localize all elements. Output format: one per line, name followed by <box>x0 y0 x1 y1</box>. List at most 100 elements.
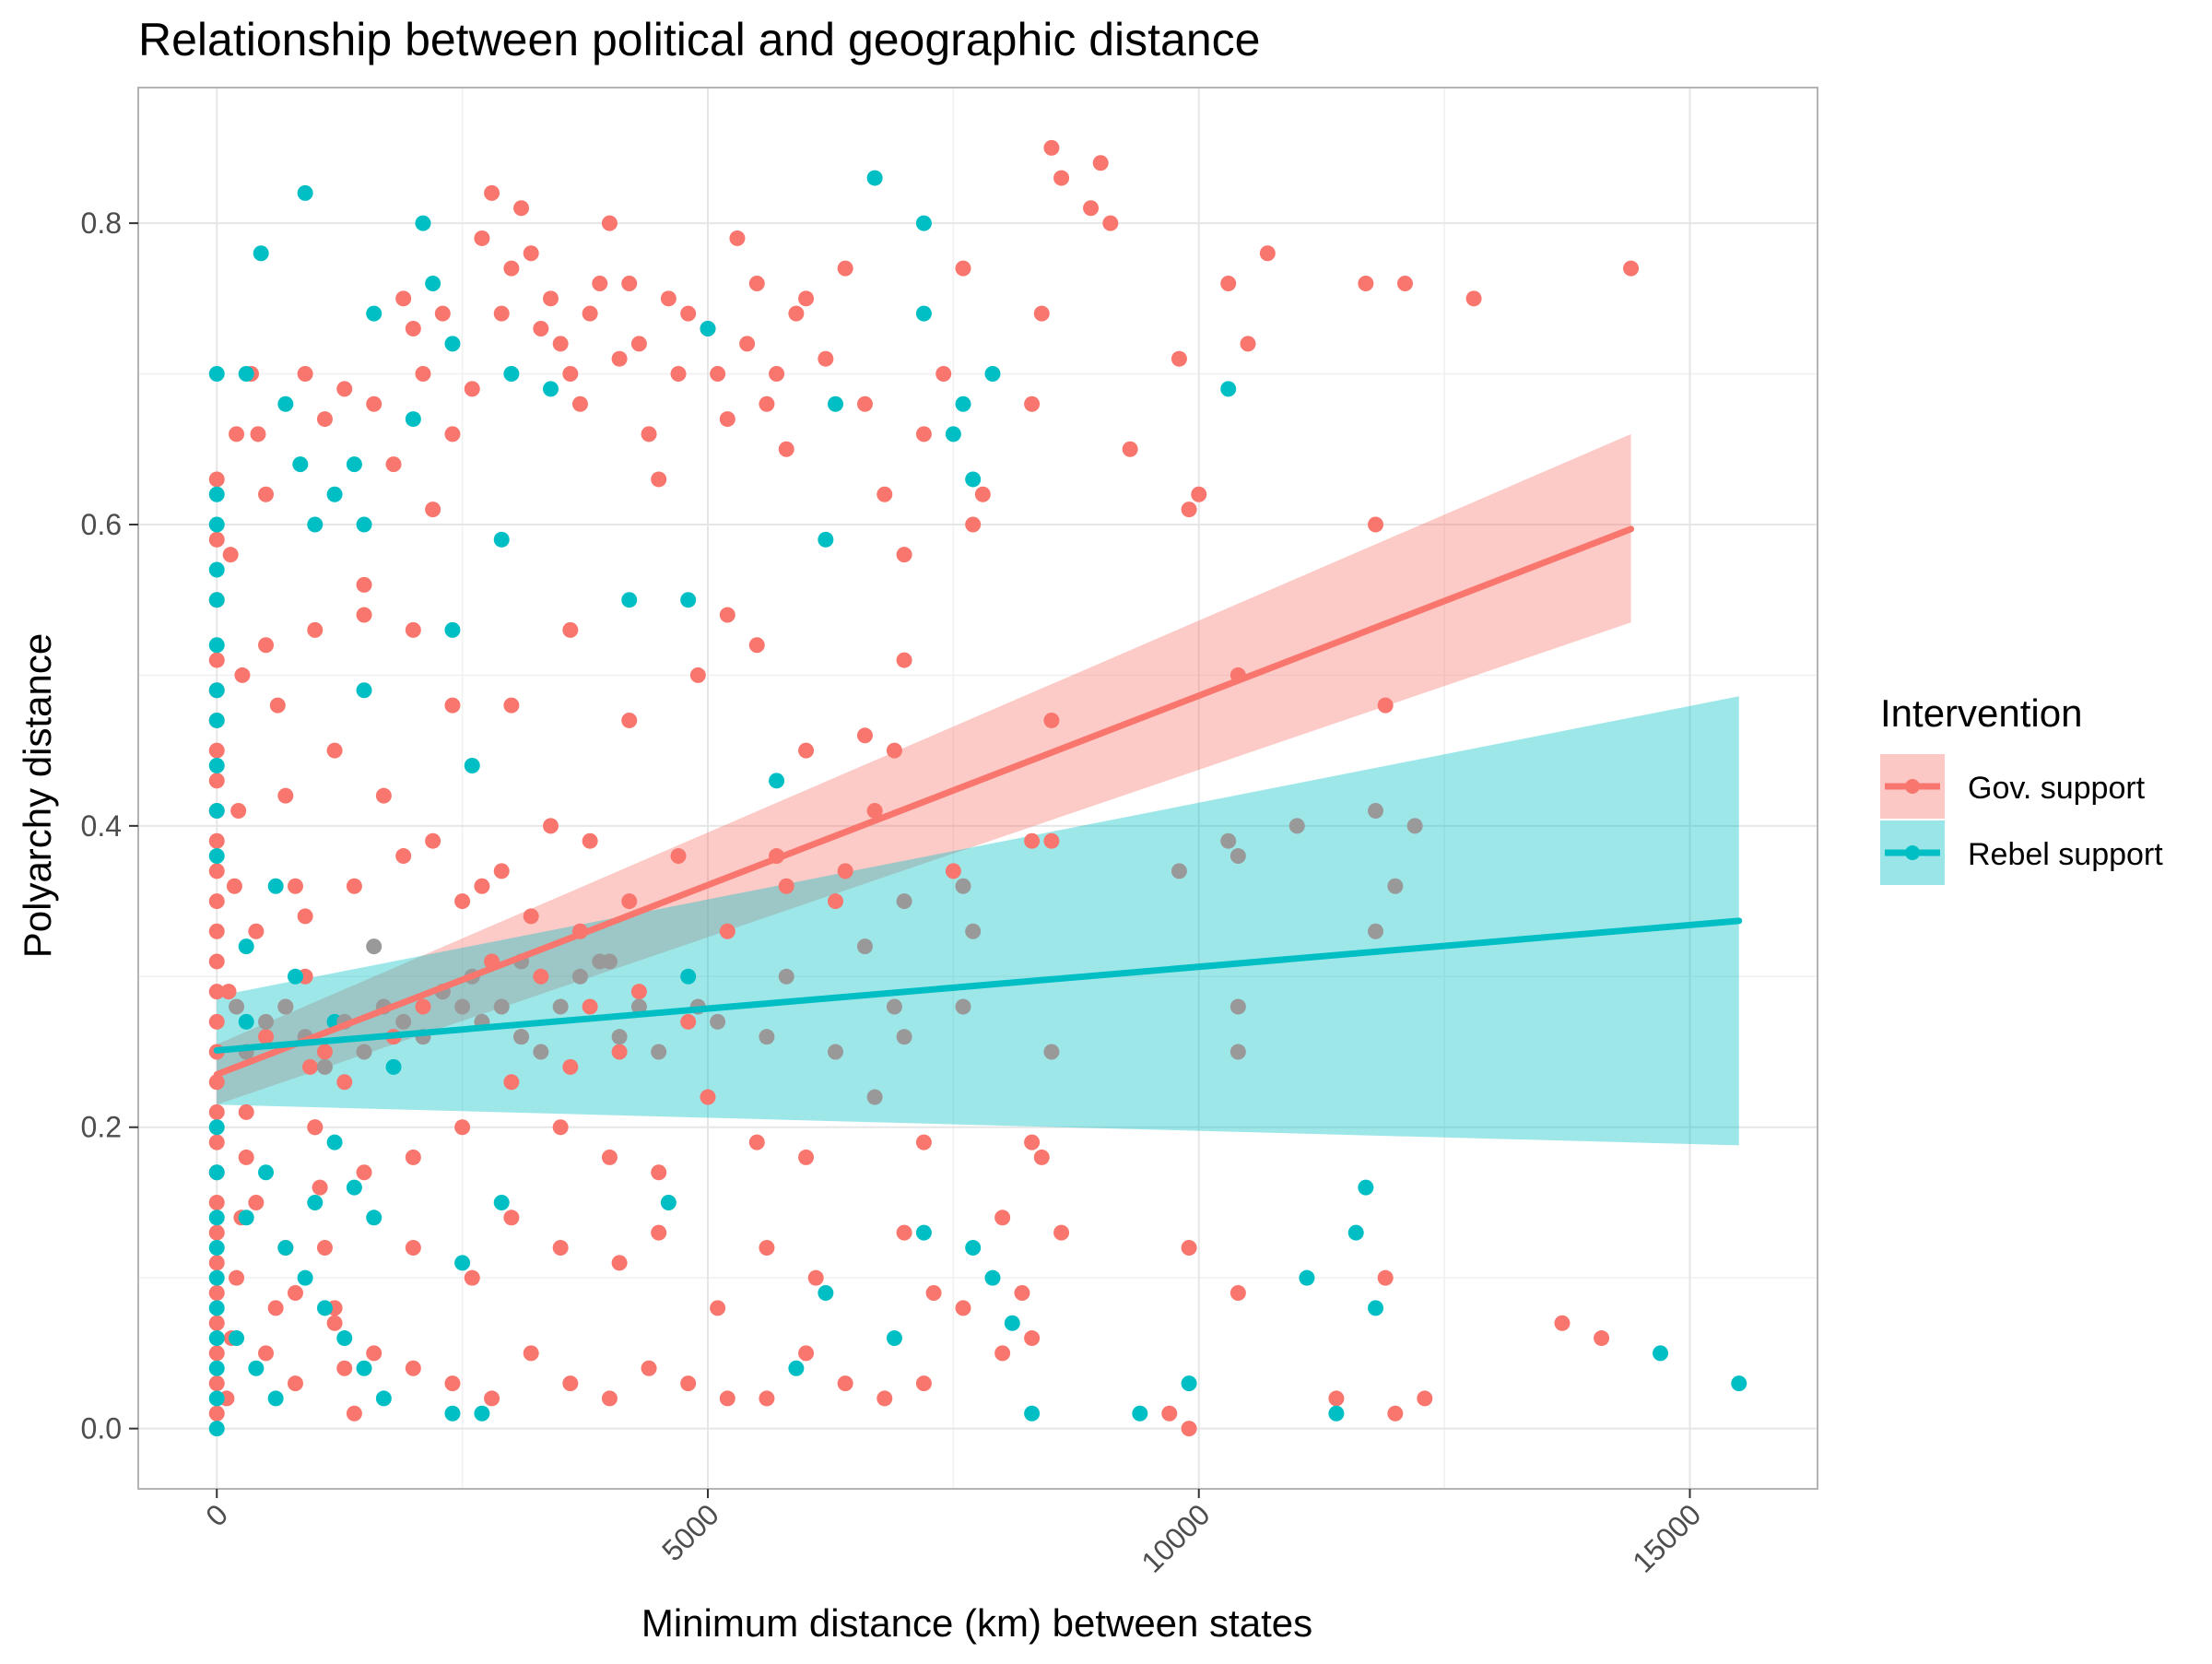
data-point <box>208 1224 225 1241</box>
data-point <box>680 305 697 322</box>
data-point <box>611 1044 628 1060</box>
data-point <box>208 773 225 789</box>
data-point <box>503 1074 520 1091</box>
data-point <box>474 230 490 246</box>
data-point <box>1396 275 1413 291</box>
data-point <box>307 516 324 533</box>
data-point <box>1594 1330 1610 1347</box>
data-point <box>523 1345 539 1362</box>
data-point <box>818 1285 834 1302</box>
data-point <box>454 1255 471 1271</box>
data-point <box>248 1194 265 1210</box>
data-point <box>710 366 726 383</box>
data-point <box>356 1044 372 1060</box>
data-point <box>856 938 873 955</box>
data-point <box>287 1285 303 1302</box>
data-point <box>710 1013 726 1030</box>
data-point <box>1181 502 1197 518</box>
data-point <box>965 471 982 488</box>
data-point <box>788 305 805 322</box>
data-point <box>877 486 893 502</box>
data-point <box>229 1330 245 1347</box>
data-point <box>611 350 628 367</box>
data-point <box>915 1375 932 1392</box>
trend-line <box>213 525 1635 1079</box>
data-point <box>307 621 324 638</box>
data-point <box>877 1390 893 1407</box>
data-point <box>346 878 362 894</box>
data-point <box>226 878 242 894</box>
data-point <box>493 863 510 879</box>
data-point <box>1731 1375 1747 1392</box>
data-point <box>444 1375 461 1392</box>
data-point <box>1132 1405 1148 1422</box>
data-point <box>250 426 266 443</box>
data-point <box>866 803 883 820</box>
data-point <box>326 486 343 502</box>
data-point <box>778 441 794 457</box>
data-point <box>601 1149 618 1165</box>
data-point <box>230 803 247 820</box>
data-point <box>523 245 539 262</box>
data-point <box>1171 863 1187 879</box>
data-point <box>759 395 775 412</box>
data-point <box>660 290 677 307</box>
data-point <box>778 968 794 985</box>
data-point <box>630 336 647 352</box>
data-point <box>965 1239 982 1256</box>
data-point <box>1220 381 1237 397</box>
data-point <box>229 1269 245 1286</box>
data-point <box>267 1390 284 1407</box>
data-point <box>896 893 912 910</box>
data-point <box>346 456 362 473</box>
data-point <box>651 1224 667 1241</box>
data-point <box>208 1194 225 1210</box>
data-point <box>680 1375 697 1392</box>
data-point <box>234 667 251 683</box>
data-point <box>297 1269 313 1286</box>
data-point <box>229 426 245 443</box>
data-point <box>208 1421 225 1437</box>
data-point <box>533 321 549 337</box>
legend-title: Intervention <box>1880 691 2082 735</box>
data-point <box>248 923 265 939</box>
data-point <box>651 471 667 488</box>
data-point <box>621 712 638 728</box>
data-point <box>366 1210 382 1226</box>
data-point <box>984 366 1001 383</box>
data-point <box>866 1089 883 1105</box>
data-point <box>552 336 569 352</box>
legend-dot-gov-support <box>1905 779 1920 794</box>
data-point <box>474 878 490 894</box>
data-point <box>915 215 932 231</box>
data-point <box>346 1405 362 1422</box>
data-point <box>346 1179 362 1196</box>
data-point <box>385 1058 402 1075</box>
data-point <box>1368 803 1384 820</box>
data-point <box>464 1269 480 1286</box>
data-point <box>1033 305 1050 322</box>
data-point <box>1368 923 1384 939</box>
data-point <box>208 516 225 533</box>
data-point <box>769 366 785 383</box>
data-point <box>1043 1044 1060 1060</box>
data-point <box>651 1164 667 1181</box>
data-point <box>945 426 961 443</box>
data-point <box>562 366 579 383</box>
data-point <box>641 1360 657 1376</box>
data-point <box>994 1210 1011 1226</box>
data-point <box>955 260 971 277</box>
data-point <box>208 1134 225 1151</box>
data-point <box>1623 260 1640 277</box>
data-point <box>1387 878 1404 894</box>
data-point <box>258 1013 275 1030</box>
data-point <box>1653 1345 1669 1362</box>
data-point <box>1328 1405 1345 1422</box>
data-point <box>945 863 961 879</box>
data-point <box>297 366 313 383</box>
data-point <box>326 1134 343 1151</box>
data-point <box>1554 1315 1571 1331</box>
data-point <box>759 1239 775 1256</box>
data-point <box>258 486 275 502</box>
chart-title: Relationship between political and geogr… <box>138 14 1260 65</box>
